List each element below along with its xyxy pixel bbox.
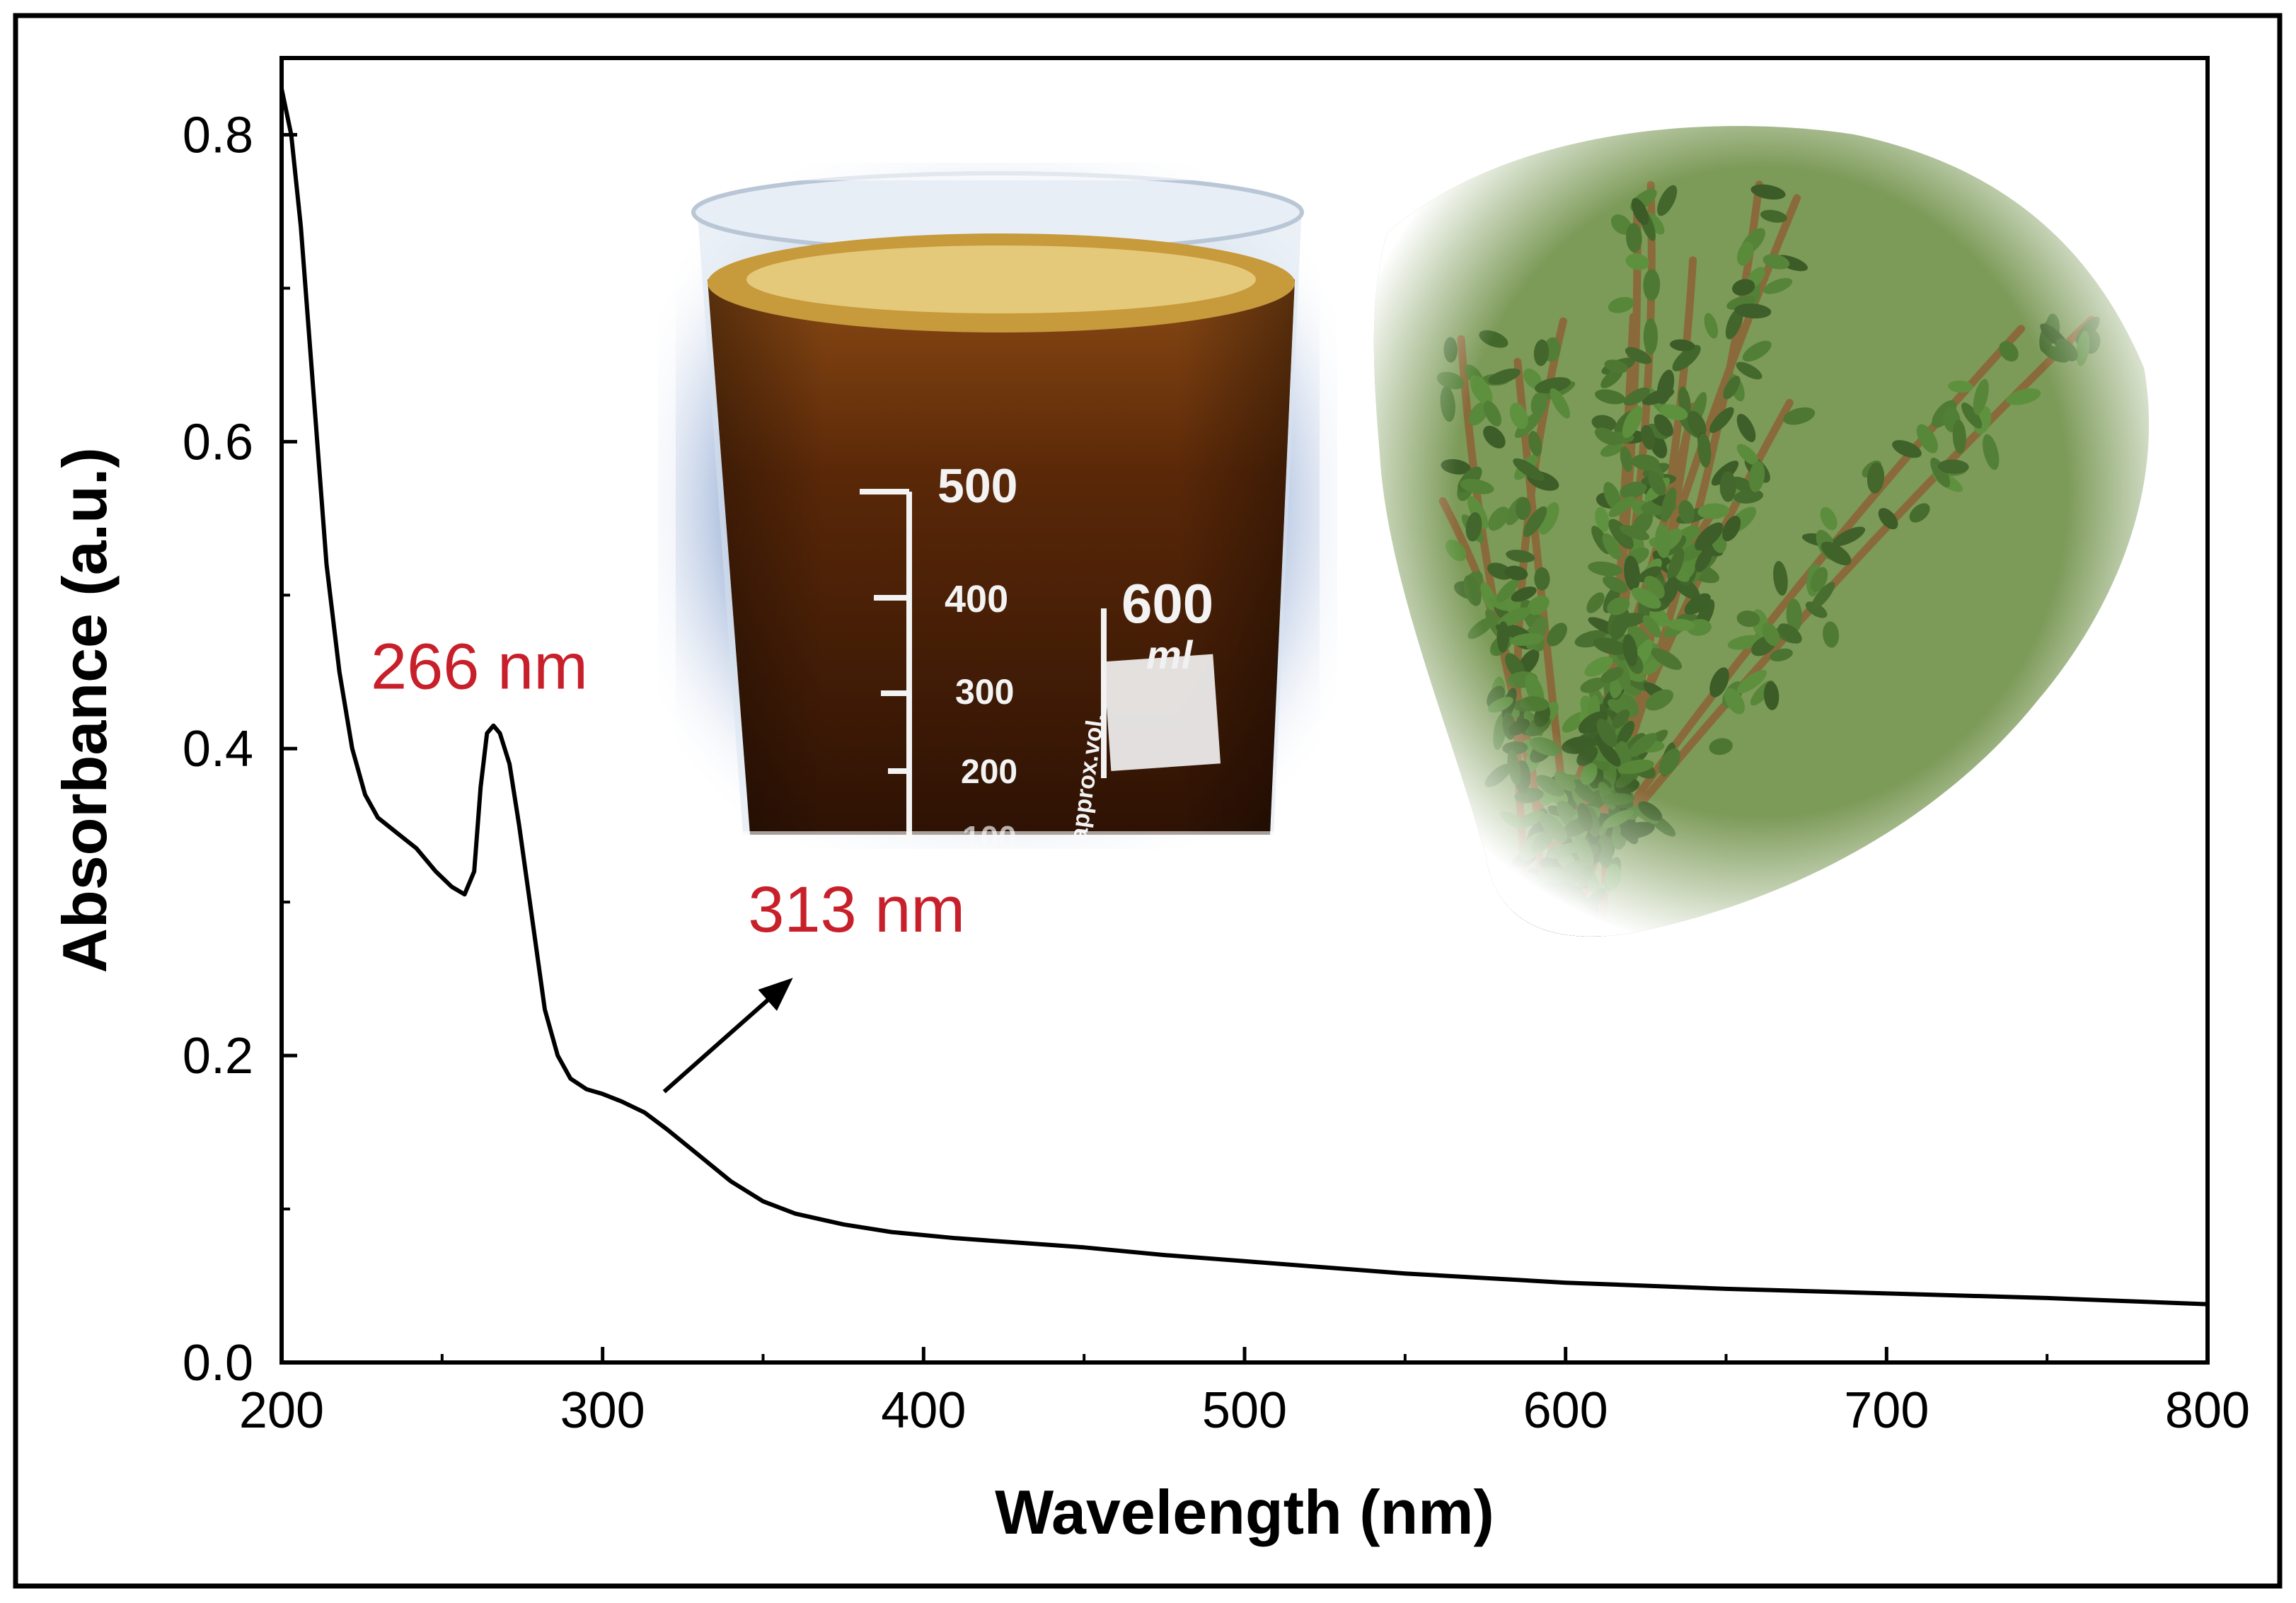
- beaker-volume: 600: [1121, 572, 1213, 635]
- outer-frame: [13, 13, 2283, 1589]
- thyme-photo: [1373, 126, 2149, 968]
- x-tick-label: 700: [1844, 1382, 1929, 1439]
- x-tick-label: 200: [239, 1382, 324, 1439]
- y-tick-label: 0.8: [183, 107, 253, 163]
- x-tick-label: 600: [1523, 1382, 1608, 1439]
- thyme-leaf: [1571, 944, 1607, 968]
- beaker-photo: 500 400 300 200 100 600 ml approx.vol.: [640, 145, 1355, 867]
- beaker-label-patch: [1103, 654, 1221, 772]
- y-tick-label: 0.4: [183, 721, 253, 777]
- x-tick-label: 400: [881, 1382, 966, 1439]
- y-axis: 0.0 0.2 0.4 0.6 0.8: [183, 107, 297, 1391]
- thyme-leaf: [1525, 934, 1559, 956]
- thyme-leaf: [1530, 927, 1543, 937]
- x-tick-label: 300: [560, 1382, 645, 1439]
- peak-label-266: 266 nm: [371, 631, 588, 703]
- graduation-200: 200: [961, 753, 1017, 791]
- graduation-300: 300: [955, 672, 1014, 712]
- shoulder-arrow: [662, 987, 782, 1094]
- shoulder-label-313: 313 nm: [748, 874, 965, 946]
- x-axis-title: Wavelength (nm): [995, 1477, 1494, 1547]
- graduation-500: 500: [938, 459, 1017, 513]
- shoulder-arrow-head: [758, 978, 793, 1011]
- x-tick-label: 800: [2165, 1382, 2250, 1439]
- y-tick-label: 0.2: [183, 1028, 253, 1084]
- beaker-graduations: [860, 489, 1107, 842]
- x-tick-label: 500: [1202, 1382, 1287, 1439]
- absorbance-curve: [279, 88, 2208, 1307]
- thyme-leaf: [1490, 930, 1524, 937]
- graduation-400: 400: [945, 578, 1008, 620]
- x-axis: 200 300 400 500 600 700 800: [239, 1347, 2250, 1439]
- y-tick-label: 0.0: [183, 1335, 253, 1391]
- thyme-leaf: [1536, 935, 1559, 937]
- y-axis-title: Absorbance (a.u.): [50, 447, 120, 973]
- y-tick-label: 0.6: [183, 414, 253, 470]
